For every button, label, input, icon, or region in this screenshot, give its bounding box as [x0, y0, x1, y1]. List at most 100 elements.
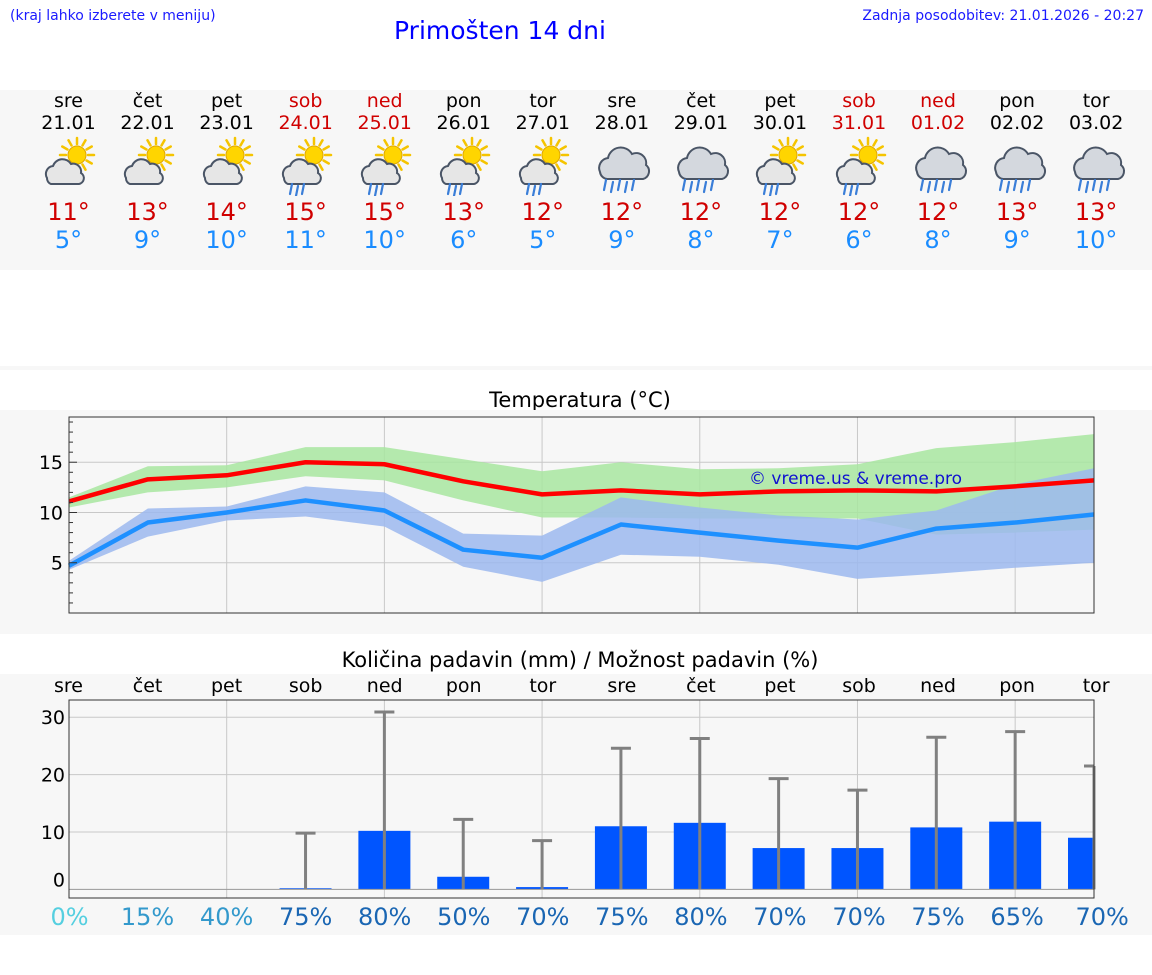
- day-name: sre: [54, 90, 83, 112]
- cloud-icon: [677, 146, 730, 180]
- sun-cloud-icon: [123, 136, 175, 185]
- forecast-day: ned 01.02 12° 8°: [899, 90, 978, 270]
- rain-icon: [763, 182, 780, 196]
- min-temp: 6°: [450, 226, 478, 254]
- day-date: 24.01: [278, 112, 333, 134]
- precip-chance: 0%: [50, 903, 89, 931]
- cloud-icon: [203, 158, 243, 185]
- precip-chance: 40%: [199, 903, 254, 931]
- max-temp: 15°: [363, 198, 406, 226]
- precip-day-label: sob: [288, 675, 323, 697]
- sun-cloud-rain-icon: [440, 136, 491, 196]
- min-temp: 10°: [1074, 226, 1118, 254]
- forecast-day: sob 31.01 12° 6°: [820, 90, 899, 270]
- min-temp: 9°: [133, 226, 162, 254]
- forecast-day: pet 30.01 12° 7°: [740, 90, 819, 270]
- day-name: ned: [366, 90, 403, 112]
- day-date: 03.02: [1068, 112, 1124, 134]
- precip-chance: 70%: [1075, 903, 1129, 931]
- cloud-icon: [835, 158, 876, 185]
- cloud-icon: [361, 158, 401, 185]
- day-date: 27.01: [515, 112, 570, 134]
- cloud-rain-icon: [677, 146, 730, 194]
- day-name: sre: [607, 90, 637, 112]
- precip-chance: 75%: [278, 903, 333, 931]
- forecast-day: čet 29.01 12° 8°: [661, 90, 740, 270]
- precip-day-label: tor: [1082, 675, 1110, 697]
- forecast-day: sob 24.01 15° 11°: [266, 90, 345, 270]
- min-temp: 10°: [363, 226, 406, 254]
- day-name: čet: [132, 90, 163, 112]
- day-name: sob: [842, 90, 876, 112]
- cloud-icon: [756, 158, 797, 185]
- cloud-icon: [1072, 146, 1125, 180]
- forecast-day: pet 23.01 14° 10°: [187, 90, 266, 270]
- day-name: pon: [445, 90, 482, 112]
- min-temp-line: [67, 498, 1095, 568]
- sun-cloud-icon: [44, 136, 96, 185]
- precip-day-label: pon: [999, 675, 1035, 697]
- cloud-icon: [282, 158, 322, 185]
- day-name: sob: [288, 90, 323, 112]
- sun-cloud-rain-icon: [282, 136, 333, 196]
- precip-chance: 70%: [753, 903, 807, 931]
- day-date: 31.01: [831, 112, 887, 134]
- max-temp: 12°: [679, 198, 723, 226]
- rain-icon: [998, 178, 1031, 194]
- forecast-day: pon 02.02 13° 9°: [978, 90, 1057, 270]
- forecast-day: sre 28.01 12° 9°: [582, 90, 661, 270]
- last-update: Zadnja posodobitev: 21.01.2026 - 20:27: [862, 8, 1144, 24]
- precip-chart-title: Količina padavin (mm) / Možnost padavin …: [341, 648, 819, 672]
- sun-cloud-rain-icon: [835, 136, 886, 196]
- min-temp: 11°: [284, 226, 327, 254]
- plot-frame: [68, 699, 1095, 899]
- precip-day-label: ned: [366, 675, 403, 697]
- day-date: 01.02: [910, 112, 966, 134]
- precip-day-label: čet: [132, 675, 163, 697]
- precip-day-label: pet: [764, 675, 796, 697]
- min-temp: 10°: [205, 226, 248, 254]
- min-temp: 8°: [924, 226, 952, 254]
- cloud-icon: [993, 146, 1046, 180]
- y-tick-label: 10: [41, 822, 65, 844]
- sun-icon: [216, 136, 254, 174]
- max-temp: 14°: [205, 198, 248, 226]
- precip-day-label: pon: [445, 675, 482, 697]
- precip-day-label: sre: [607, 675, 637, 697]
- max-temp-line: [68, 459, 1095, 504]
- y-tick-label: 15: [39, 452, 63, 474]
- max-temp: 11°: [47, 198, 90, 226]
- forecast-day: čet 22.01 13° 9°: [108, 90, 187, 270]
- y-tick-label: 5: [51, 553, 63, 575]
- cloud-rain-icon: [914, 146, 967, 194]
- cloud-icon: [519, 158, 560, 185]
- day-date: 26.01: [436, 112, 491, 134]
- day-date: 25.01: [357, 112, 412, 134]
- cloud-icon: [123, 158, 164, 185]
- cloud-rain-icon: [1072, 146, 1125, 194]
- precip-chance: 80%: [674, 903, 728, 931]
- max-temp: 12°: [600, 198, 644, 226]
- precip-chance: 80%: [358, 903, 412, 931]
- max-temp: 15°: [284, 198, 327, 226]
- min-temp: 5°: [54, 226, 83, 254]
- max-temp: 12°: [521, 198, 565, 226]
- rain-icon: [919, 178, 952, 194]
- rain-icon: [603, 178, 636, 194]
- day-date: 29.01: [673, 112, 729, 134]
- forecast-day: tor 27.01 12° 5°: [503, 90, 582, 270]
- day-date: 22.01: [120, 112, 175, 134]
- sun-cloud-rain-icon: [756, 136, 807, 196]
- precip-chance: 65%: [990, 903, 1044, 931]
- rain-icon: [289, 182, 306, 196]
- day-date: 28.01: [594, 112, 650, 134]
- max-temp: 12°: [758, 198, 802, 226]
- min-temp: 8°: [687, 226, 715, 254]
- max-temp: 13°: [126, 198, 169, 226]
- precip-day-label: pet: [210, 675, 243, 697]
- day-name: pet: [210, 90, 243, 112]
- rain-icon: [526, 182, 543, 196]
- cloud-icon: [44, 158, 85, 185]
- precip-day-label: čet: [686, 675, 716, 697]
- watermark: © vreme.us & vreme.pro: [749, 469, 962, 489]
